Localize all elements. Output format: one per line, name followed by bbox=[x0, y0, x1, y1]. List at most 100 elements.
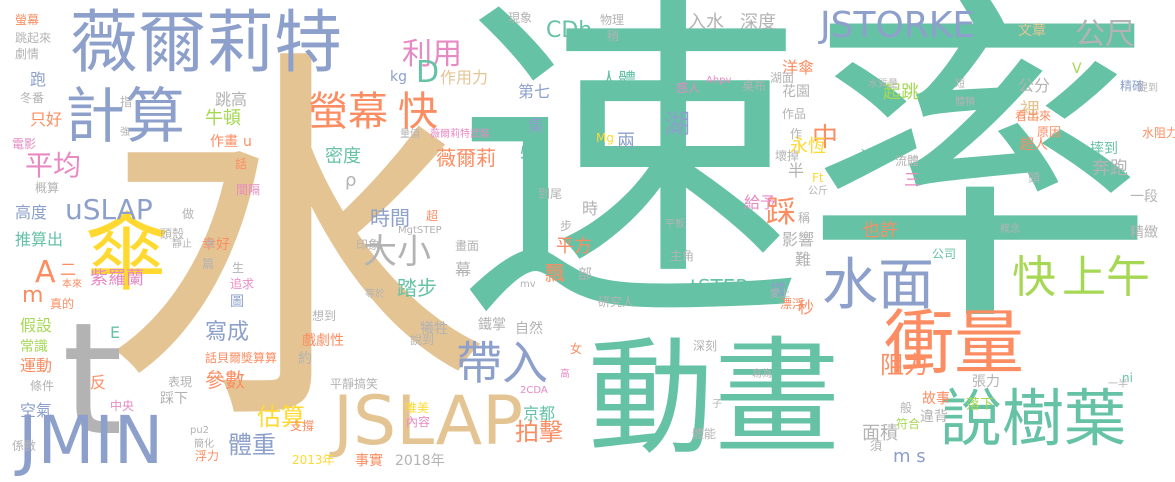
cloud-word: 簡化 bbox=[194, 439, 214, 450]
cloud-word: 利用 bbox=[402, 37, 462, 72]
cloud-word: 概算 bbox=[35, 181, 60, 195]
cloud-word: JSTORKE bbox=[820, 5, 976, 46]
cloud-word: 研究人 bbox=[598, 295, 635, 309]
cloud-word: 時間 bbox=[370, 206, 410, 230]
cloud-word: 約 bbox=[298, 351, 312, 367]
cloud-word: m bbox=[22, 283, 44, 308]
cloud-word: A bbox=[35, 255, 56, 290]
cloud-word: 平均 bbox=[25, 149, 82, 182]
cloud-word: 浮力 bbox=[195, 449, 220, 463]
cloud-word: 鐵掌 bbox=[478, 317, 506, 333]
cloud-word: 劇情 bbox=[15, 47, 40, 61]
cloud-word: 係數 bbox=[12, 439, 37, 453]
cloud-word: 反 bbox=[90, 373, 107, 392]
cloud-word: 洋傘 bbox=[782, 58, 815, 77]
cloud-word: 薇爾莉特武裝 bbox=[430, 129, 490, 140]
cloud-word: 故事 bbox=[922, 391, 950, 407]
cloud-word: 假設 bbox=[20, 316, 53, 335]
cloud-word: 計算 bbox=[65, 82, 185, 152]
cloud-word: 半 bbox=[788, 161, 805, 180]
cloud-word: 寫為 bbox=[752, 369, 772, 380]
cloud-word: 真的 bbox=[50, 297, 75, 311]
cloud-word: kg bbox=[390, 69, 407, 85]
cloud-word: 跳高 bbox=[215, 90, 248, 109]
cloud-word: V bbox=[1072, 61, 1082, 77]
cloud-word: 自然 bbox=[515, 321, 543, 337]
cloud-word: 物理 bbox=[600, 13, 625, 27]
cloud-word: 只好 bbox=[30, 110, 63, 129]
cloud-word: 湖 bbox=[664, 110, 691, 140]
cloud-word: 牛頓 bbox=[205, 108, 241, 129]
cloud-word: 水阻力 bbox=[1142, 126, 1175, 140]
cloud-word: 稍 bbox=[607, 29, 620, 43]
cloud-word: 運動 bbox=[20, 356, 53, 375]
cloud-word: 漂浮 bbox=[780, 297, 805, 311]
cloud-word: 指 bbox=[120, 95, 133, 109]
cloud-word: 螢幕 bbox=[308, 89, 388, 135]
cloud-word: 大小 bbox=[363, 232, 431, 272]
cloud-word: 集 bbox=[528, 116, 545, 135]
cloud-word: tSTEP bbox=[690, 275, 748, 299]
cloud-word: 深度 bbox=[740, 12, 776, 33]
cloud-word: 做 bbox=[182, 207, 195, 221]
cloud-word: 第七 bbox=[518, 82, 551, 101]
cloud-word: 步 bbox=[560, 219, 573, 233]
cloud-word: 唯美 bbox=[405, 401, 430, 415]
cloud-word: 給予 bbox=[744, 193, 777, 212]
cloud-word: 螢幕 bbox=[15, 13, 40, 27]
cloud-word: 冬番 bbox=[20, 91, 45, 105]
cloud-word: JSLAP bbox=[333, 382, 524, 461]
cloud-word: JMIN bbox=[18, 402, 164, 479]
cloud-word: 現象 bbox=[508, 11, 533, 25]
cloud-word: 2013年 bbox=[292, 453, 335, 467]
cloud-word: 精緻 bbox=[1130, 225, 1158, 241]
cloud-word: 想到 bbox=[312, 309, 337, 323]
cloud-word: 高度 bbox=[15, 203, 48, 222]
cloud-word: 作品 bbox=[782, 107, 807, 121]
cloud-word: 平板 bbox=[665, 219, 685, 230]
cloud-word: 原因 bbox=[1037, 125, 1062, 139]
cloud-word: 話貝爾獎算算 bbox=[205, 351, 278, 365]
cloud-word: 時 bbox=[582, 199, 599, 218]
cloud-word: 平靜搞笑 bbox=[330, 377, 379, 391]
cloud-word: 部 bbox=[578, 267, 592, 283]
cloud-word: 電影 bbox=[12, 137, 37, 151]
cloud-word: 提到 bbox=[1138, 83, 1158, 94]
cloud-word: 公斤 bbox=[808, 186, 828, 197]
cloud-word: 畫面 bbox=[455, 239, 480, 253]
cloud-word: 傘 bbox=[84, 203, 170, 303]
cloud-word: 間隔 bbox=[236, 183, 261, 197]
cloud-word: 超人 bbox=[1020, 137, 1048, 153]
cloud-word: 頭 bbox=[1028, 171, 1041, 185]
cloud-word: 上午 bbox=[1062, 252, 1150, 303]
cloud-word: 一半 bbox=[1108, 379, 1128, 390]
cloud-word: 京都 bbox=[523, 404, 556, 423]
cloud-word: 作用力 bbox=[440, 68, 489, 87]
cloud-word: uSLAP bbox=[65, 193, 153, 226]
cloud-word: 看出來 bbox=[1015, 109, 1052, 123]
cloud-word: 跳起來 bbox=[15, 31, 52, 45]
cloud-word: 三 bbox=[904, 170, 921, 189]
cloud-word: 深刻 bbox=[693, 339, 718, 353]
cloud-word: 流體 bbox=[895, 154, 920, 168]
cloud-word: 人體 bbox=[600, 70, 636, 91]
cloud-word: 2018年 bbox=[395, 453, 445, 469]
cloud-word: 常識 bbox=[20, 339, 48, 355]
cloud-word: 公司 bbox=[932, 247, 957, 261]
cloud-word: 主角 bbox=[670, 249, 695, 263]
cloud-word: 文章 bbox=[1018, 23, 1046, 39]
cloud-word: 圖 bbox=[230, 294, 244, 310]
cloud-word: 違背 bbox=[920, 409, 948, 425]
cloud-word: 稱 bbox=[798, 211, 811, 225]
cloud-word: 一段 bbox=[1130, 189, 1158, 205]
cloud-word: 紫羅蘭 bbox=[90, 268, 144, 289]
cloud-word: 踩下 bbox=[160, 391, 188, 407]
cloud-word: 二 bbox=[60, 260, 77, 279]
cloud-word: m s bbox=[893, 446, 926, 467]
cloud-word: 落下 bbox=[966, 397, 994, 413]
cloud-word: 生 bbox=[232, 261, 245, 275]
cloud-word: 支撐 bbox=[290, 419, 315, 433]
cloud-word: 薇爾莉 bbox=[436, 146, 496, 170]
cloud-word: 花園 bbox=[782, 84, 810, 100]
